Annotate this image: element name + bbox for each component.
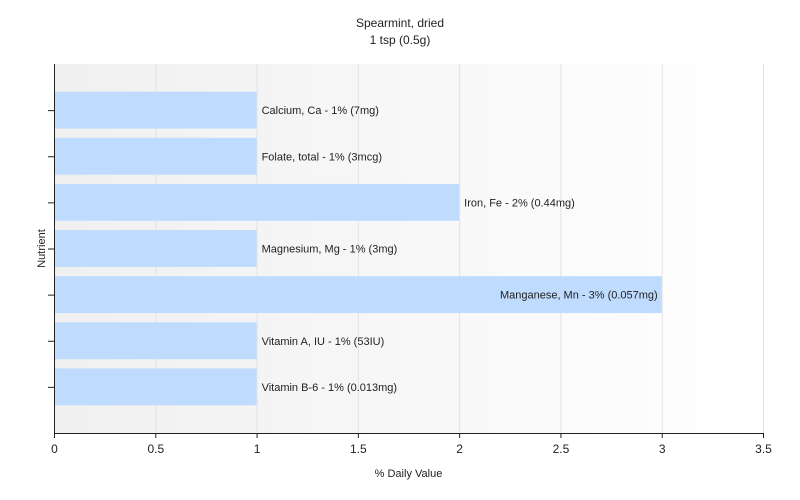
x-tick-label: 1 xyxy=(254,442,261,456)
bar xyxy=(55,91,257,129)
bar-data-label: Vitamin A, IU - 1% (53IU) xyxy=(262,336,385,348)
chart-subtitle: 1 tsp (0.5g) xyxy=(370,33,431,47)
x-tick-label: 1.5 xyxy=(350,442,367,456)
bar xyxy=(55,183,460,221)
bar-data-label: Magnesium, Mg - 1% (3mg) xyxy=(262,244,398,256)
x-tick-label: 0.5 xyxy=(147,442,164,456)
bar xyxy=(55,322,257,360)
bar-data-label: Vitamin B-6 - 1% (0.013mg) xyxy=(262,382,398,394)
bar xyxy=(55,230,257,267)
y-axis-label: Nutrient xyxy=(36,229,48,268)
x-tick-label: 3.5 xyxy=(755,442,772,456)
axes: 0 0.5 1 1.5 2 2.5 3 3.5 xyxy=(48,64,772,456)
bar-data-label: Folate, total - 1% (3mcg) xyxy=(262,151,382,163)
x-tick-label: 3 xyxy=(659,442,666,456)
x-tick-label: 2.5 xyxy=(553,442,570,456)
bar xyxy=(55,276,662,314)
x-tick-label: 2 xyxy=(456,442,463,456)
bar xyxy=(55,137,257,175)
bar-data-label: Calcium, Ca - 1% (7mg) xyxy=(262,105,379,117)
x-tick-label: 0 xyxy=(51,442,58,456)
bar-data-label: Iron, Fe - 2% (0.44mg) xyxy=(464,197,575,209)
bar-data-label: Manganese, Mn - 3% (0.057mg) xyxy=(500,290,658,302)
bar xyxy=(55,368,257,406)
chart-title: Spearmint, dried xyxy=(356,16,444,30)
bars: Calcium, Ca - 1% (7mg) Folate, total - 1%… xyxy=(55,91,662,406)
x-axis-label: % Daily Value xyxy=(375,468,443,480)
